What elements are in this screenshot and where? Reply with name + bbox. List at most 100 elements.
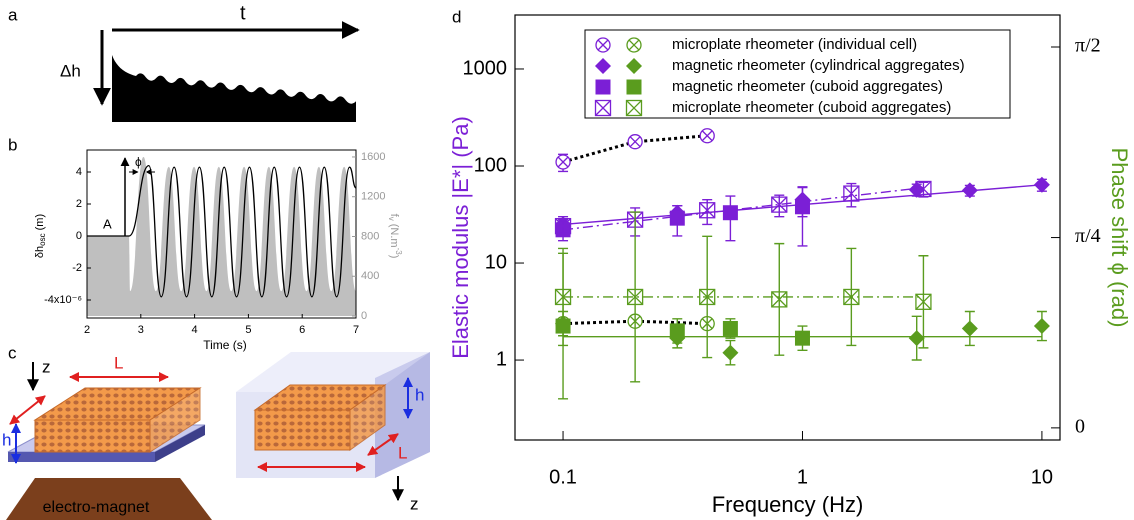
- y2-axis-label: Phase shift ϕ (rad): [1107, 148, 1132, 328]
- panel-label: d: [452, 7, 461, 26]
- width-arrow: [9, 395, 46, 425]
- x-tick-label: 7: [353, 324, 359, 336]
- y-tick-label: 1000: [463, 57, 508, 79]
- marker: [771, 291, 788, 308]
- width-arrow: [367, 433, 399, 456]
- marker-part: [843, 185, 860, 202]
- x-tick-label: 3: [138, 324, 144, 336]
- y-tick-label: 4: [76, 166, 82, 178]
- plate: [8, 452, 155, 462]
- electromagnet: [6, 478, 212, 520]
- marker-part: [699, 202, 716, 219]
- marker-part: [915, 293, 932, 310]
- marker-part: [554, 217, 572, 235]
- fit-line: [562, 186, 924, 231]
- marker: [699, 128, 715, 144]
- label-part: -3: [394, 248, 403, 256]
- plate: [155, 425, 205, 462]
- label-part: osc: [38, 233, 47, 245]
- marker-part: [722, 344, 739, 361]
- marker: [626, 58, 642, 74]
- y-tick-label: -4x10⁻⁶: [44, 294, 82, 306]
- panel-label: a: [8, 5, 18, 24]
- marker: [843, 288, 860, 306]
- marker-part: [701, 130, 713, 142]
- magnet-label: electro-magnet: [43, 499, 150, 516]
- marker-part: [699, 289, 716, 305]
- label-part: f: [388, 214, 400, 218]
- marker-part: [843, 289, 860, 305]
- marker-part: [626, 100, 642, 116]
- marker: [961, 320, 978, 337]
- marker: [626, 79, 642, 95]
- length-label: L: [398, 443, 407, 462]
- marker: [554, 217, 572, 235]
- marker: [626, 288, 644, 306]
- y2-tick-label: 400: [361, 270, 379, 282]
- time-label: t: [240, 2, 246, 24]
- marker-part: [628, 39, 640, 51]
- marker-part: [557, 156, 569, 168]
- marker: [595, 79, 611, 95]
- marker: [594, 99, 612, 117]
- y-tick-label: 10: [485, 251, 507, 273]
- marker-part: [843, 185, 860, 202]
- y2-tick-label: 1200: [361, 191, 385, 203]
- y-tick-label: 0: [76, 230, 82, 242]
- panel-b-text: δhosc (m) fv (N.m-3) Time (s) A ϕ: [34, 155, 403, 352]
- plot-frame: [514, 14, 1061, 441]
- marker: [843, 185, 860, 202]
- marker: [595, 37, 611, 53]
- panel-label: b: [8, 135, 17, 154]
- marker-part: [1033, 176, 1050, 193]
- marker-part: [794, 199, 810, 215]
- marker-part: [626, 79, 642, 95]
- marker-part: [908, 330, 925, 347]
- marker: [794, 330, 810, 346]
- marker: [625, 99, 643, 117]
- label-part: (m): [34, 214, 46, 234]
- marker-part: [595, 58, 611, 74]
- marker-part: [669, 210, 685, 226]
- y-axis-label: δhosc (m): [34, 214, 47, 258]
- x-tick-label: 10: [1031, 466, 1053, 488]
- marker: [908, 330, 925, 347]
- aggregate: [349, 384, 386, 451]
- marker-part: [555, 218, 572, 235]
- y-tick-label: 100: [474, 154, 507, 176]
- plate: [236, 352, 430, 392]
- marker-part: [722, 320, 738, 336]
- marker-part: [699, 202, 716, 219]
- marker: [699, 202, 716, 219]
- x-tick-label: 0.1: [549, 466, 577, 488]
- marker-part: [554, 288, 572, 306]
- marker: [1033, 176, 1050, 193]
- y2-tick-label: π/4: [1075, 225, 1101, 247]
- panel-a: t Δh: [60, 2, 360, 122]
- label-part: δh: [34, 246, 46, 258]
- marker: [626, 37, 642, 53]
- marker-part: [771, 196, 788, 213]
- marker: [669, 323, 685, 339]
- aggregate: [149, 387, 201, 453]
- label-part: v: [387, 217, 396, 221]
- marker: [699, 288, 716, 306]
- x-tick-label: 4: [192, 324, 198, 336]
- marker-part: [626, 58, 642, 74]
- y2-axis-label: fv (N.m-3): [387, 214, 403, 259]
- marker-part: [595, 100, 611, 116]
- z-label: z: [410, 494, 419, 513]
- error-bar: [774, 194, 785, 218]
- marker: [794, 199, 810, 215]
- panel-c-right: L h z: [236, 352, 430, 513]
- legend-label: microplate rheometer (cuboid aggregates): [672, 99, 951, 116]
- error-bar: [797, 186, 808, 247]
- marker: [722, 320, 738, 336]
- deformation-image: [112, 55, 356, 122]
- marker-part: [626, 288, 644, 306]
- length-label: L: [114, 353, 123, 372]
- error-bar: [846, 182, 857, 208]
- height-label: h: [2, 430, 11, 449]
- marker-part: [771, 291, 788, 308]
- marker-part: [915, 180, 932, 198]
